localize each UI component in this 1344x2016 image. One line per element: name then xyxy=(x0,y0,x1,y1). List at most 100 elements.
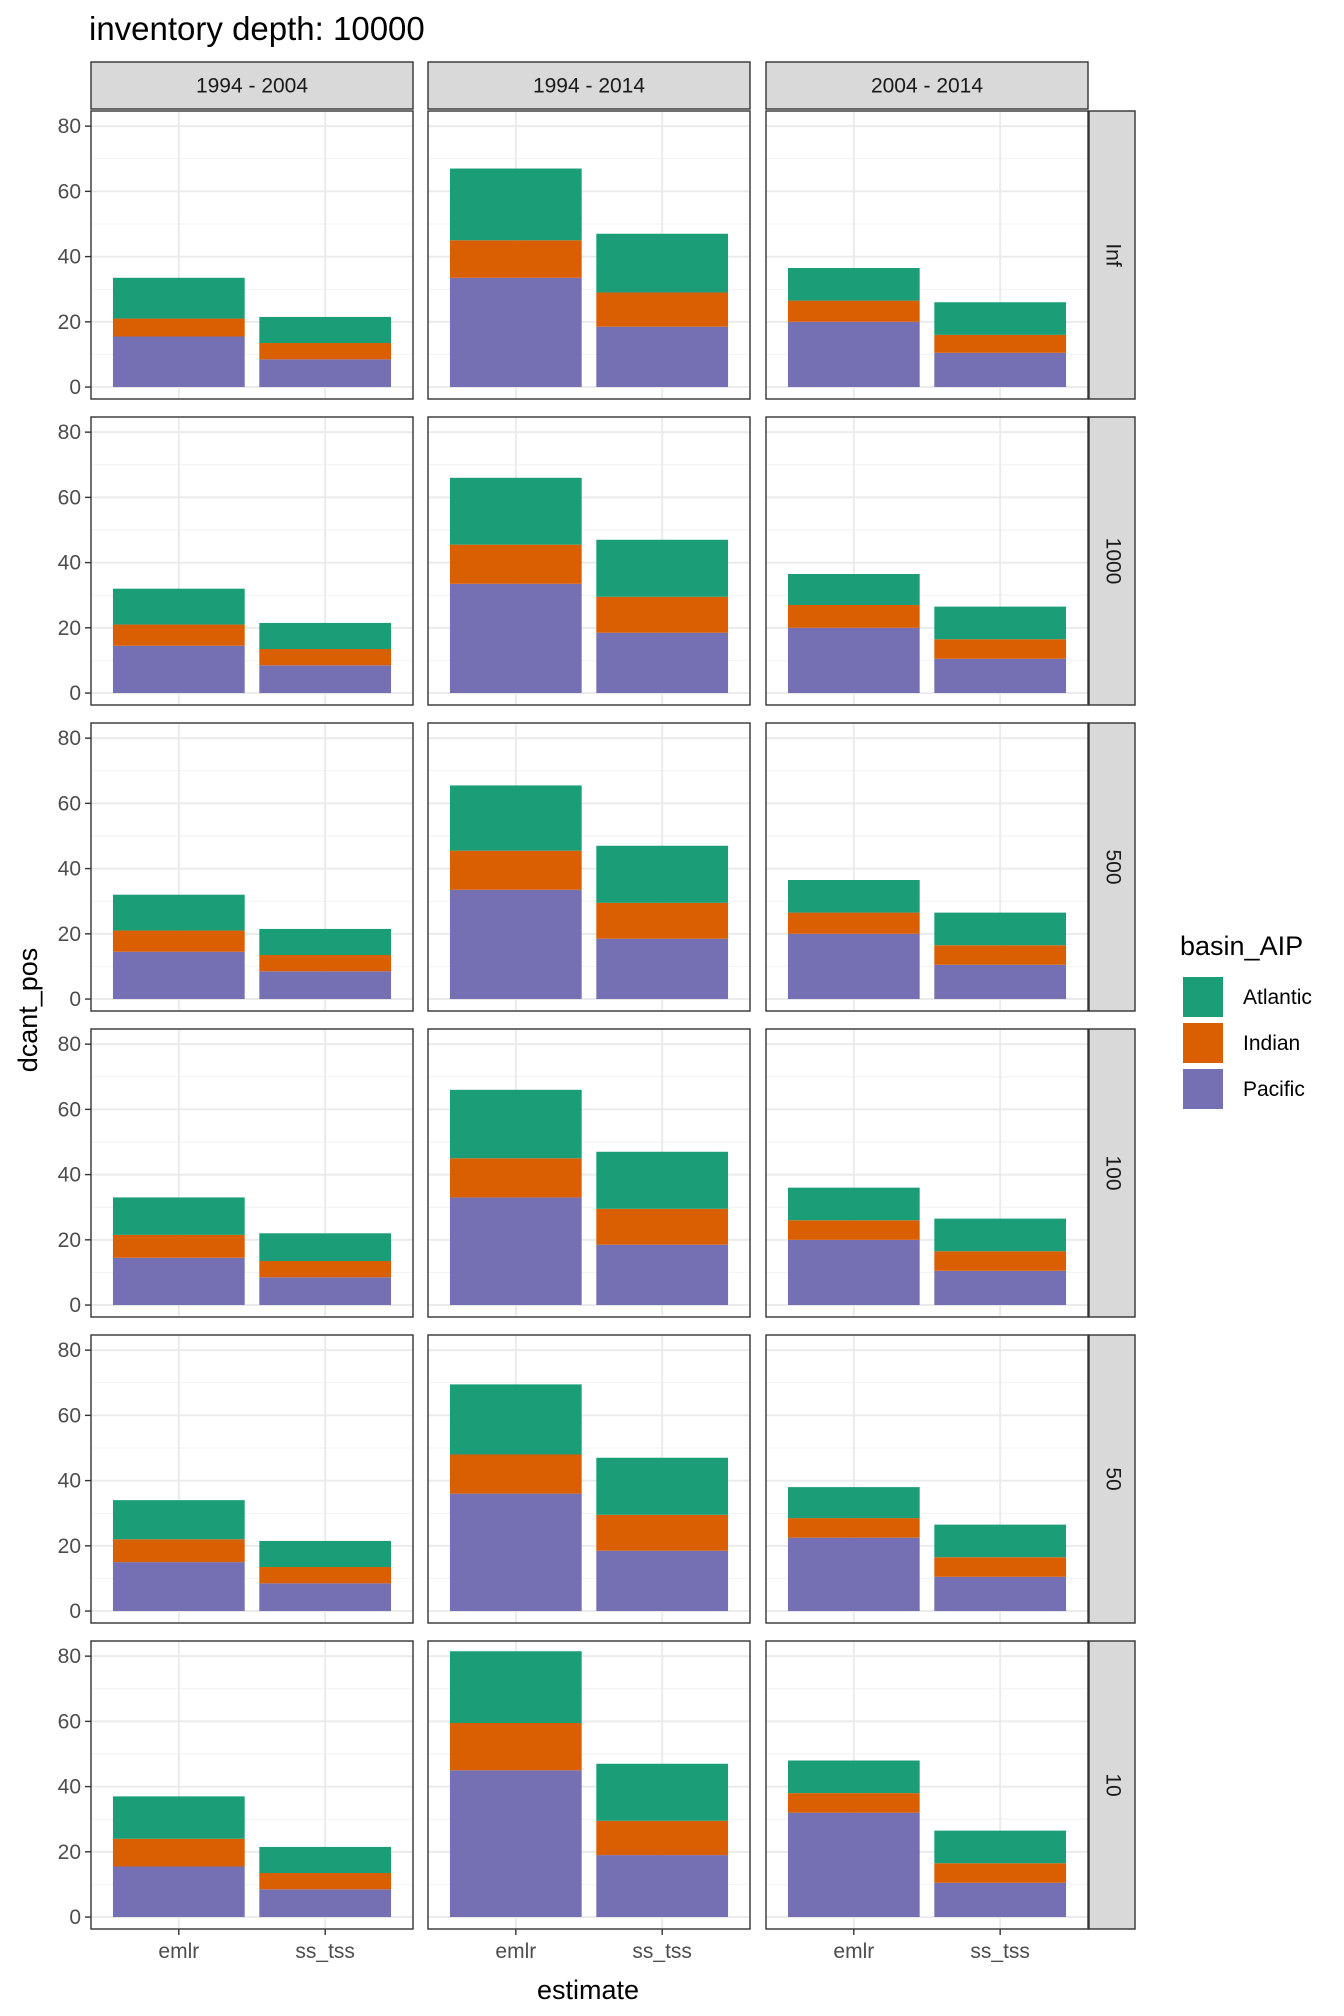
legend-item-indian: Indian xyxy=(1183,1023,1300,1063)
facet-panel xyxy=(90,1334,414,1624)
bar-segment-indian-emlr xyxy=(112,1539,245,1563)
x-tick-label: emlr xyxy=(833,1940,874,1963)
bar-segment-atlantic-emlr xyxy=(787,880,920,913)
y-tick-label: 0 xyxy=(69,376,81,399)
bar-segment-indian-emlr xyxy=(787,912,920,934)
bar-segment-atlantic-ss-tss xyxy=(596,1457,729,1515)
bar-segment-pacific-emlr xyxy=(787,321,920,388)
facet-panel xyxy=(765,1334,1089,1624)
legend: basin_AIP Atlantic Indian Pacific xyxy=(1180,931,1312,1109)
bar-segment-pacific-emlr xyxy=(787,1812,920,1918)
legend-item-atlantic: Atlantic xyxy=(1183,977,1312,1017)
facet-grid: 1994 - 2004 1994 - 2014 2004 - 2014 Inf 0 20 4… xyxy=(58,61,1136,1963)
bar-segment-pacific-emlr xyxy=(112,1562,245,1612)
x-tick-label: emlr xyxy=(495,1940,536,1963)
panel-border xyxy=(90,416,414,706)
bar-segment-atlantic-emlr xyxy=(449,477,582,545)
bar-segment-indian-emlr xyxy=(449,1454,582,1494)
bar-segment-indian-ss-tss xyxy=(596,292,729,327)
column-strip-box xyxy=(90,61,414,110)
y-tick-label: 40 xyxy=(58,858,81,881)
bar-segment-atlantic-ss-tss xyxy=(259,622,392,650)
bar-segment-pacific-ss-tss xyxy=(596,1550,729,1612)
bar-segment-indian-emlr xyxy=(112,1838,245,1867)
y-tick-label: 60 xyxy=(58,486,81,509)
column-strip-box xyxy=(765,61,1089,110)
legend-key xyxy=(1183,1023,1223,1063)
panel-border xyxy=(765,110,1089,400)
bar-segment-indian-ss-tss xyxy=(259,343,392,360)
bar-segment-pacific-ss-tss xyxy=(934,1882,1067,1918)
bar-segment-atlantic-ss-tss xyxy=(596,233,729,293)
facet-panel xyxy=(90,722,414,1012)
row-strip-box xyxy=(1088,416,1136,706)
y-tick-label: 0 xyxy=(69,1906,81,1929)
y-tick-label: 0 xyxy=(69,988,81,1011)
facet-panel xyxy=(90,110,414,400)
bar-segment-atlantic-ss-tss xyxy=(596,539,729,597)
bar-segment-pacific-ss-tss xyxy=(596,632,729,694)
bar-segment-atlantic-emlr xyxy=(449,168,582,241)
row-strip-label: 1000 xyxy=(1101,538,1124,585)
bar-segment-atlantic-ss-tss xyxy=(934,606,1067,640)
y-tick-label: 20 xyxy=(58,1229,81,1252)
bar-segment-atlantic-ss-tss xyxy=(934,1524,1067,1558)
bar-segment-pacific-emlr xyxy=(112,336,245,388)
bar-segment-atlantic-ss-tss xyxy=(934,302,1067,335)
bar-segment-atlantic-ss-tss xyxy=(934,912,1067,946)
column-strip-label: 2004 - 2014 xyxy=(871,75,983,98)
column-strip-label: 1994 - 2004 xyxy=(196,75,308,98)
bar-segment-pacific-ss-tss xyxy=(596,938,729,1000)
row-strip-label: 50 xyxy=(1101,1467,1124,1490)
panel-border xyxy=(765,722,1089,1012)
row-strip-box xyxy=(1088,722,1136,1012)
y-tick-label: 60 xyxy=(58,1710,81,1733)
bar-segment-pacific-emlr xyxy=(112,1257,245,1306)
x-tick-label: emlr xyxy=(158,1940,199,1963)
bar-segment-indian-emlr xyxy=(449,544,582,584)
bar-segment-indian-ss-tss xyxy=(259,1873,392,1890)
bar-segment-indian-emlr xyxy=(787,300,920,322)
bar-segment-indian-emlr xyxy=(787,604,920,628)
bar-segment-pacific-emlr xyxy=(787,1537,920,1612)
bar-segment-atlantic-emlr xyxy=(112,277,245,319)
facet-panel xyxy=(765,110,1089,400)
bar-segment-indian-ss-tss xyxy=(259,1261,392,1278)
y-tick-label: 0 xyxy=(69,1600,81,1623)
y-tick-label: 40 xyxy=(58,246,81,269)
bar-segment-atlantic-ss-tss xyxy=(259,1233,392,1262)
bar-segment-atlantic-emlr xyxy=(112,1796,245,1839)
bar-segment-atlantic-emlr xyxy=(112,1500,245,1540)
bar-segment-pacific-emlr xyxy=(112,1866,245,1918)
bar-segment-indian-ss-tss xyxy=(596,596,729,633)
panel-border xyxy=(90,722,414,1012)
facet-panel xyxy=(765,1640,1089,1930)
bar-segment-atlantic-emlr xyxy=(449,1089,582,1159)
bar-segment-indian-emlr xyxy=(449,1722,582,1771)
bar-segment-pacific-ss-tss xyxy=(596,326,729,388)
bar-segment-indian-ss-tss xyxy=(596,1820,729,1856)
legend-label: Indian xyxy=(1243,1032,1300,1055)
bar-segment-pacific-emlr xyxy=(787,627,920,694)
legend-key xyxy=(1183,977,1223,1017)
y-tick-label: 20 xyxy=(58,617,81,640)
bar-segment-atlantic-ss-tss xyxy=(259,1540,392,1568)
row-strip-label: Inf xyxy=(1101,243,1124,267)
row-strip-label: 100 xyxy=(1101,1155,1124,1190)
row-strip-label: 10 xyxy=(1101,1773,1124,1796)
panel-border xyxy=(765,1334,1089,1624)
panel-border xyxy=(427,416,751,706)
bar-segment-indian-emlr xyxy=(112,930,245,952)
y-tick-label: 40 xyxy=(58,1470,81,1493)
x-tick-label: ss_tss xyxy=(632,1940,692,1963)
row-strip: 500 xyxy=(1088,722,1136,1012)
row-strip-box xyxy=(1088,110,1136,400)
bar-segment-pacific-ss-tss xyxy=(934,352,1067,388)
bar-segment-indian-emlr xyxy=(449,850,582,890)
y-tick-label: 20 xyxy=(58,311,81,334)
panel-border xyxy=(765,1028,1089,1318)
y-tick-label: 80 xyxy=(58,1645,81,1668)
y-tick-label: 20 xyxy=(58,1535,81,1558)
bar-segment-atlantic-emlr xyxy=(449,1651,582,1723)
bar-segment-pacific-emlr xyxy=(449,583,582,694)
